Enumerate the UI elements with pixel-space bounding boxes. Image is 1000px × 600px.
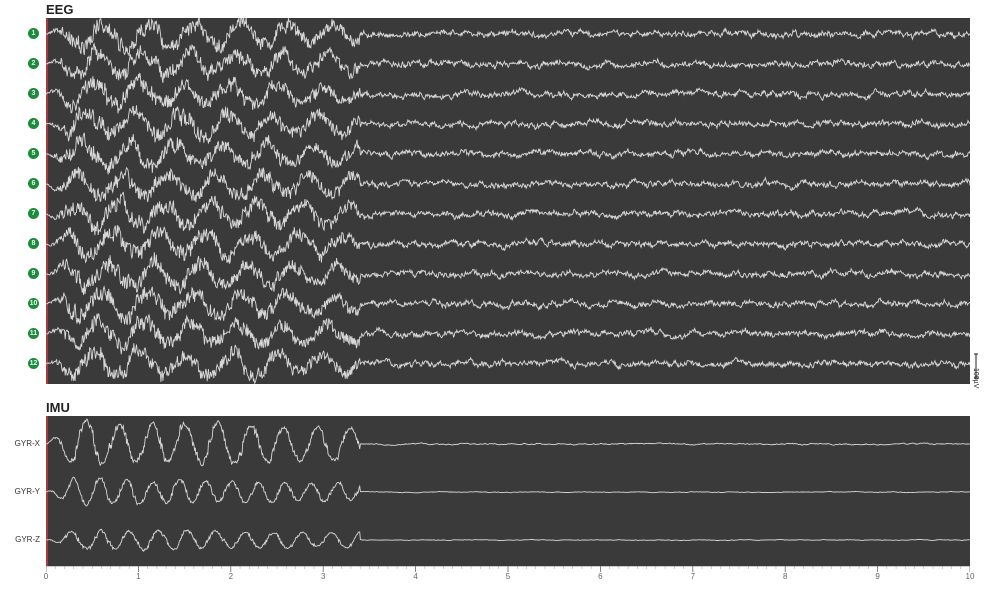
eeg-channel-marker-11[interactable]: 11	[28, 328, 39, 339]
xaxis-tick-5: 5	[506, 572, 510, 581]
eeg-channel-marker-5[interactable]: 5	[28, 148, 39, 159]
eeg-channel-marker-10[interactable]: 10	[28, 298, 39, 309]
imu-channel-label-GYR-Y: GYR-Y	[10, 487, 40, 496]
imu-trace-GYR-Y	[46, 477, 970, 506]
eeg-trace-4	[46, 105, 970, 143]
eeg-channel-marker-7[interactable]: 7	[28, 208, 39, 219]
eeg-channel-marker-12[interactable]: 12	[28, 358, 39, 369]
xaxis-tick-9: 9	[875, 572, 879, 581]
eeg-channel-marker-1[interactable]: 1	[28, 28, 39, 39]
imu-title: IMU	[46, 400, 70, 415]
xaxis-tick-8: 8	[783, 572, 787, 581]
xaxis-tick-7: 7	[691, 572, 695, 581]
eeg-trace-6	[46, 167, 970, 202]
eeg-panel	[46, 18, 970, 384]
imu-trace-GYR-X	[46, 419, 970, 466]
xaxis-tick-0: 0	[44, 572, 48, 581]
eeg-trace-1	[46, 18, 970, 56]
eeg-trace-10	[46, 287, 970, 325]
xaxis-tick-10: 10	[966, 572, 975, 581]
eeg-trace-3	[46, 73, 970, 114]
eeg-channel-marker-8[interactable]: 8	[28, 238, 39, 249]
imu-panel	[46, 416, 970, 566]
xaxis-tick-1: 1	[136, 572, 140, 581]
imu-traces-svg	[46, 416, 970, 566]
eeg-traces-svg	[46, 18, 970, 384]
xaxis-tick-4: 4	[413, 572, 417, 581]
eeg-channel-marker-3[interactable]: 3	[28, 88, 39, 99]
eeg-trace-2	[46, 44, 970, 83]
eeg-trace-5	[46, 133, 970, 175]
eeg-channel-marker-6[interactable]: 6	[28, 178, 39, 189]
eeg-channel-marker-9[interactable]: 9	[28, 268, 39, 279]
imu-channel-label-GYR-Z: GYR-Z	[10, 535, 40, 544]
xaxis-tick-3: 3	[321, 572, 325, 581]
eeg-trace-11	[46, 314, 970, 354]
eeg-channel-marker-2[interactable]: 2	[28, 58, 39, 69]
eeg-trace-7	[46, 192, 970, 235]
eeg-title: EEG	[46, 2, 73, 17]
xaxis-tick-6: 6	[598, 572, 602, 581]
eeg-trace-8	[46, 225, 970, 264]
eeg-trace-12	[46, 343, 970, 383]
scale-bar-label: 100µV	[972, 368, 979, 388]
xaxis-tick-2: 2	[229, 572, 233, 581]
imu-channel-label-GYR-X: GYR-X	[10, 439, 40, 448]
imu-trace-GYR-Z	[46, 529, 970, 551]
eeg-channel-marker-4[interactable]: 4	[28, 118, 39, 129]
